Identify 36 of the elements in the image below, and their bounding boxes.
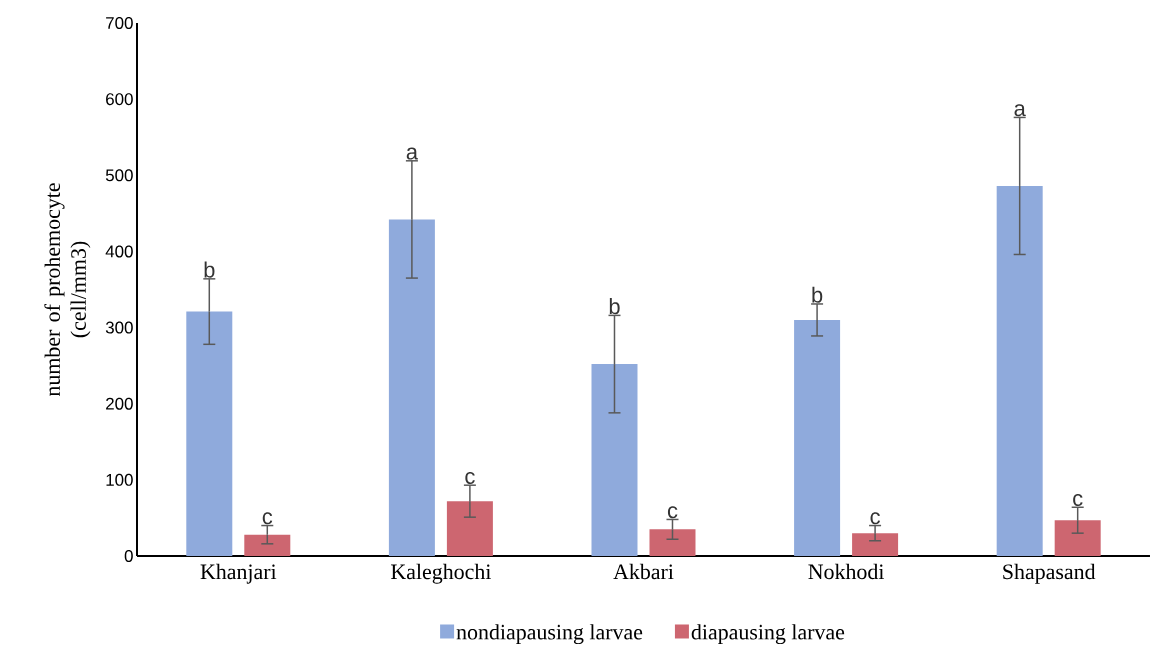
bar <box>591 364 638 556</box>
bar <box>649 529 696 556</box>
y-tick-label: 400 <box>105 245 133 258</box>
x-tick-label: Akbari <box>613 563 674 580</box>
data-label: c <box>1073 494 1083 507</box>
legend-label: nondiapausing larvae <box>456 624 643 645</box>
data-label: b <box>204 261 215 278</box>
y-axis-title: number of prohemocyte (cell/mm3) <box>44 183 91 397</box>
data-label: c <box>870 512 880 525</box>
y-tick-label: 0 <box>124 550 133 562</box>
data-label: a <box>1014 104 1026 117</box>
data-label: b <box>609 298 620 315</box>
bar <box>388 219 435 556</box>
x-tick-label: Kaleghochi <box>391 563 491 584</box>
data-label: c <box>262 512 273 525</box>
y-tick-label: 300 <box>105 321 133 334</box>
x-tick-label: Nokhodi <box>808 563 885 580</box>
data-label: c <box>667 506 678 519</box>
y-tick-label: 600 <box>106 93 133 106</box>
y-tick-label: 200 <box>106 397 133 410</box>
bar <box>446 501 493 556</box>
x-tick-label: Khanjari <box>200 563 277 584</box>
y-tick-label: 500 <box>105 169 133 182</box>
y-tick-label: 700 <box>106 17 133 29</box>
x-tick-label: Shapasand <box>1003 563 1096 584</box>
bar <box>996 185 1043 556</box>
bar <box>1054 520 1101 556</box>
legend-label: diapausing larvae <box>691 624 845 645</box>
y-tick-label: 100 <box>106 473 133 486</box>
data-label: a <box>406 147 418 160</box>
bar <box>852 533 899 556</box>
data-label: b <box>812 286 823 303</box>
bar <box>186 311 233 556</box>
bar <box>244 534 291 556</box>
data-label: c <box>465 471 475 484</box>
bar <box>794 319 841 556</box>
